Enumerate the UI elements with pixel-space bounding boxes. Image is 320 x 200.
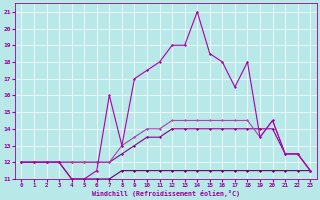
X-axis label: Windchill (Refroidissement éolien,°C): Windchill (Refroidissement éolien,°C) (92, 190, 240, 197)
